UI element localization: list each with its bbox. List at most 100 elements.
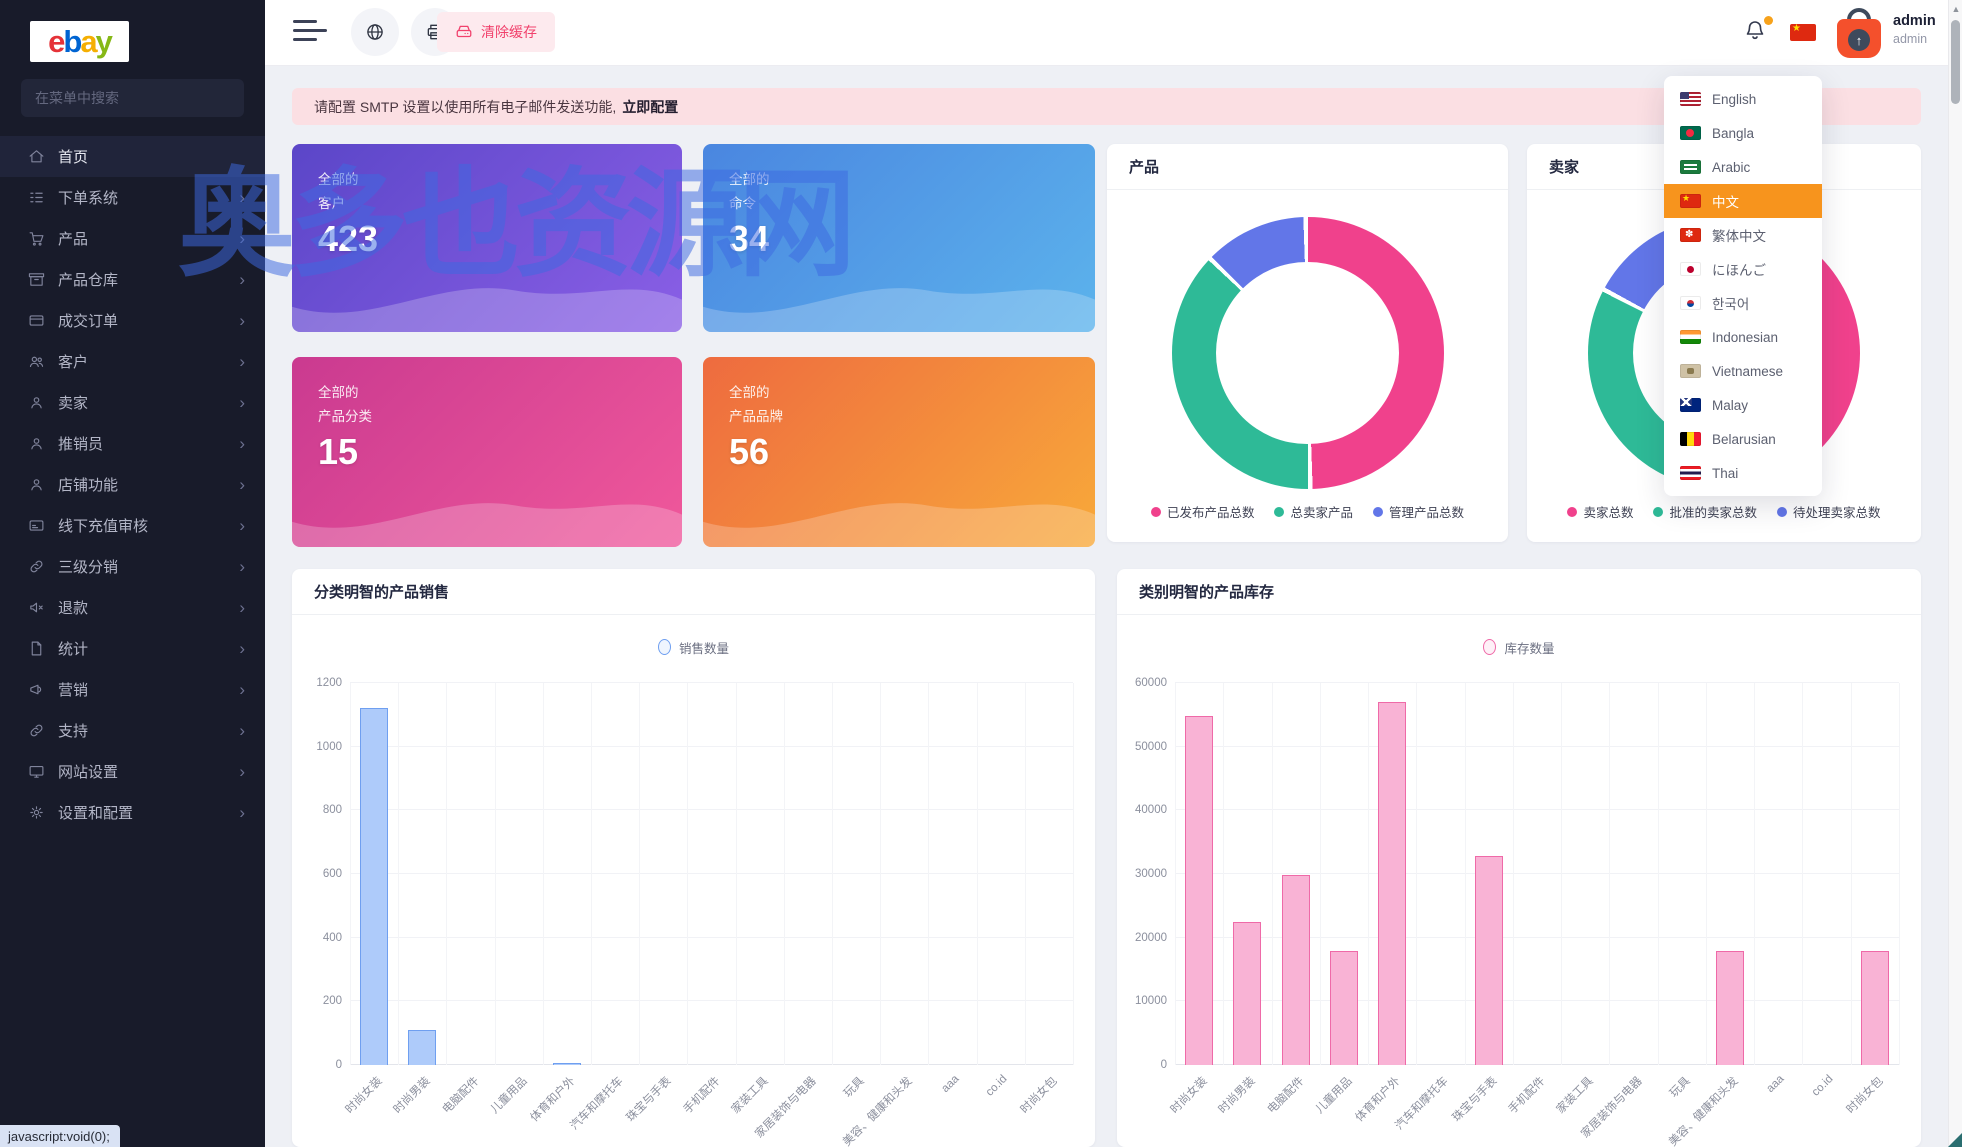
wave-decoration [292, 503, 682, 547]
language-option-English[interactable]: English [1664, 82, 1822, 116]
scrollbar[interactable]: ▲ [1948, 0, 1962, 1147]
bar[interactable] [408, 1029, 437, 1065]
gridline [398, 683, 400, 1065]
language-label: Arabic [1712, 159, 1751, 175]
bar[interactable] [360, 708, 389, 1065]
sidebar-item-home[interactable]: 首页 [0, 136, 265, 177]
sidebar-item-label: 店铺功能 [58, 477, 119, 494]
legend-label: 批准的卖家总数 [1669, 506, 1757, 520]
bar[interactable] [552, 1063, 581, 1065]
stat-card-产品品牌[interactable]: 全部的 产品品牌 56 [703, 357, 1095, 547]
gridline [1368, 683, 1370, 1065]
sidebar-item-statistics[interactable]: 统计 › [0, 628, 265, 669]
language-option-Thai[interactable]: Thai [1664, 456, 1822, 490]
sidebar-item-shop[interactable]: 店铺功能 › [0, 464, 265, 505]
sidebar-item-website[interactable]: 网站设置 › [0, 751, 265, 792]
bar[interactable] [1860, 951, 1889, 1065]
chevron-right-icon: › [239, 188, 245, 207]
gridline [880, 683, 882, 1065]
legend-dot-icon [1653, 506, 1664, 517]
gridline [494, 683, 496, 1065]
gridline [1175, 683, 1176, 1065]
clear-cache-button[interactable]: 清除缓存 [437, 12, 555, 52]
bar[interactable] [1378, 702, 1407, 1065]
y-tick-label: 20000 [1135, 931, 1167, 944]
y-tick-label: 1200 [316, 677, 342, 689]
language-option-Indonesian[interactable]: Indonesian [1664, 320, 1822, 354]
language-option-Vietnamese[interactable]: Vietnamese [1664, 354, 1822, 388]
gridline [1657, 683, 1659, 1065]
configure-now-link[interactable]: 立即配置 [622, 98, 679, 115]
language-dropdown: English Bangla Arabic 中文繁体中文にほんご 한국어 Indonesi… [1664, 76, 1822, 496]
language-option-にほんご[interactable]: にほんご [1664, 252, 1822, 286]
sidebar-item-products[interactable]: 产品 › [0, 218, 265, 259]
legend-label: 库存数量 [1504, 641, 1555, 656]
legend-dot-icon [1150, 506, 1161, 517]
y-tick-label: 0 [335, 1059, 342, 1071]
legend-ring-icon [657, 639, 671, 655]
language-option-Malay[interactable]: Malay [1664, 388, 1822, 422]
language-option-繁体中文[interactable]: 繁体中文 [1664, 218, 1822, 252]
sidebar-item-distribution[interactable]: 三级分销 › [0, 546, 265, 587]
language-option-Bangla[interactable]: Bangla [1664, 116, 1822, 150]
stat-card-命令[interactable]: 全部的 命令 34 [703, 144, 1095, 332]
gridline [1609, 683, 1611, 1065]
legend-item: 总卖家产品 [1274, 502, 1353, 521]
gridline [1319, 683, 1321, 1065]
language-label: Vietnamese [1712, 363, 1784, 379]
y-tick-label: 800 [322, 804, 342, 817]
x-axis-label: 时尚女装 [343, 1075, 385, 1117]
scroll-up-arrow[interactable]: ▲ [1951, 4, 1961, 14]
donut-chart[interactable] [1171, 217, 1444, 489]
hamburger-menu-icon[interactable] [293, 20, 329, 44]
menu-search-input[interactable] [21, 79, 244, 117]
gridline [1802, 683, 1804, 1065]
chevron-right-icon: › [239, 639, 245, 658]
bar[interactable] [1329, 951, 1358, 1065]
user-name: admin [1893, 13, 1936, 29]
language-label: Malay [1712, 397, 1749, 413]
sidebar-item-label: 下单系统 [58, 190, 119, 207]
user-avatar[interactable]: ↑ [1837, 8, 1881, 58]
x-axis-label: aaa [1764, 1073, 1787, 1096]
notifications-button[interactable] [1743, 16, 1773, 48]
language-option-中文[interactable]: 中文 [1664, 184, 1822, 218]
marketing-icon [28, 681, 45, 698]
donut-body: 已发布产品总数 总卖家产品 管理产品总数 [1107, 190, 1508, 521]
language-option-한국어[interactable]: 한국어 [1664, 286, 1822, 320]
user-meta[interactable]: admin admin [1893, 13, 1936, 46]
scrollbar-thumb[interactable] [1951, 20, 1960, 104]
sidebar-item-offline-recharge[interactable]: 线下充值审核 › [0, 505, 265, 546]
language-option-Belarusian[interactable]: Belarusian [1664, 422, 1822, 456]
wave-decoration [703, 503, 1095, 547]
stat-card-产品分类[interactable]: 全部的 产品分类 15 [292, 357, 682, 547]
bar[interactable] [1474, 856, 1503, 1065]
sidebar-item-promoter[interactable]: 推销员 › [0, 423, 265, 464]
hk-flag-icon [1680, 228, 1701, 242]
sidebar-item-customers[interactable]: 客户 › [0, 341, 265, 382]
language-flag-button[interactable] [1790, 23, 1816, 41]
sidebar-item-marketing[interactable]: 营销 › [0, 669, 265, 710]
x-axis-label: 电脑配件 [1265, 1075, 1307, 1117]
sidebar-item-orders[interactable]: 成交订单 › [0, 300, 265, 341]
chevron-right-icon: › [239, 598, 245, 617]
sidebar-item-seller[interactable]: 卖家 › [0, 382, 265, 423]
bar[interactable] [1233, 921, 1262, 1065]
legend-dot-icon [1777, 506, 1787, 517]
language-option-Arabic[interactable]: Arabic [1664, 150, 1822, 184]
bar[interactable] [1185, 716, 1214, 1065]
y-tick-label: 200 [322, 995, 342, 1008]
sidebar-item-warehouse[interactable]: 产品仓库 › [0, 259, 265, 300]
bar[interactable] [1281, 875, 1310, 1065]
sidebar-item-support[interactable]: 支持 › [0, 710, 265, 751]
globe-button[interactable] [351, 8, 399, 56]
bar[interactable] [1716, 951, 1745, 1065]
plot-area: 0 10000 20000 30000 40000 50000 60000 时尚女装 时尚男装电… [1135, 677, 1900, 1147]
sidebar-item-label: 三级分销 [58, 559, 119, 576]
stat-card-客户[interactable]: 全部的 客户 423 [292, 144, 682, 332]
sidebar-item-order-system[interactable]: 下单系统 › [0, 177, 265, 218]
sidebar-item-refund[interactable]: 退款 › [0, 587, 265, 628]
sidebar-item-settings[interactable]: 设置和配置 › [0, 792, 265, 833]
legend-label: 已发布产品总数 [1166, 506, 1255, 520]
